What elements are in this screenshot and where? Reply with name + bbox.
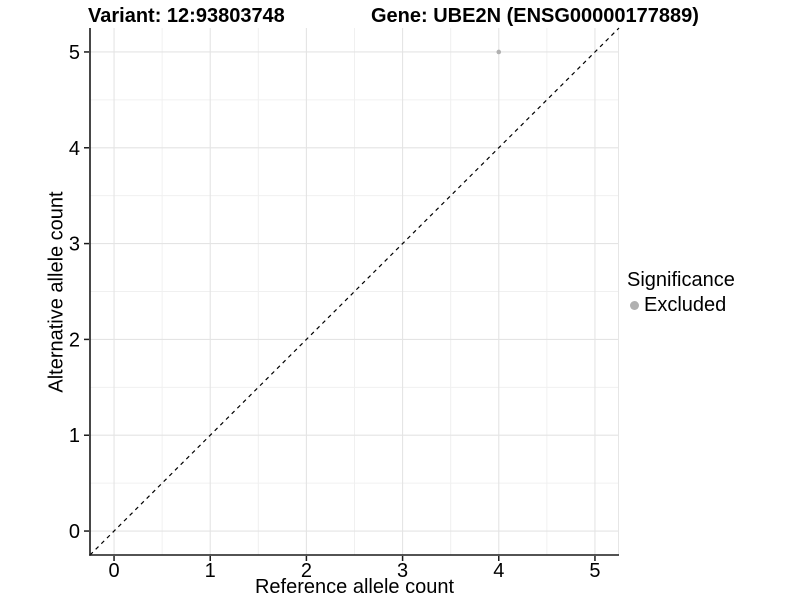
x-tick-label: 1 [205, 560, 216, 582]
legend-key-dot-icon [630, 300, 639, 310]
x-tick-label: 2 [301, 560, 312, 582]
y-axis-title: Alternative allele count [45, 191, 68, 393]
legend-title: Significance [627, 269, 735, 291]
y-tick-label: 1 [69, 425, 80, 447]
legend: Significance Excluded [627, 268, 735, 317]
x-tick-label: 4 [493, 560, 504, 582]
y-tick-label: 3 [69, 234, 80, 256]
y-tick-label: 0 [69, 521, 80, 543]
axis-lines [89, 28, 619, 556]
x-tick-label: 5 [589, 560, 600, 582]
x-tick-labels: 0 1 2 3 4 5 [108, 560, 600, 582]
y-tick-labels: 0 1 2 3 4 5 [69, 42, 80, 543]
plot-title-gene: Gene: UBE2N (ENSG00000177889) [371, 5, 699, 27]
legend-item: Excluded [627, 293, 735, 317]
legend-item-label: Excluded [644, 294, 727, 316]
x-axis-title: Reference allele count [254, 576, 454, 598]
gridlines-major [90, 28, 619, 555]
y-tick-label: 4 [69, 138, 80, 160]
gridlines-minor [90, 28, 619, 555]
plot-title-variant: Variant: 12:93803748 [88, 5, 285, 27]
data-points [496, 49, 502, 55]
legend-items: Excluded [627, 293, 735, 317]
y-tick-label: 2 [69, 329, 80, 351]
x-tick-label: 0 [108, 560, 119, 582]
x-tick-label: 3 [397, 560, 408, 582]
tick-marks [84, 51, 596, 561]
y-tick-label: 5 [69, 42, 80, 64]
data-point [496, 49, 502, 55]
